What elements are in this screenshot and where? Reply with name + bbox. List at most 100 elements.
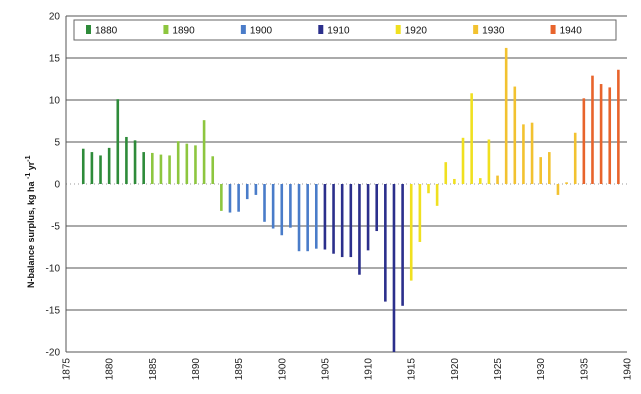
- bar: [504, 47, 508, 184]
- legend-swatch: [86, 25, 91, 34]
- legend-label: 1900: [250, 26, 273, 37]
- bar: [582, 98, 586, 184]
- bar: [358, 184, 361, 275]
- y-tick-labels: 20 15 10 5 0 -5 -10 -15 -20: [46, 12, 61, 359]
- bar: [151, 152, 154, 184]
- bar: [349, 184, 353, 258]
- grid-lines: [65, 15, 627, 353]
- bar: [435, 184, 439, 206]
- bar: [237, 184, 240, 212]
- bar: [228, 184, 232, 213]
- y-tick-label: -20: [46, 348, 61, 359]
- legend-label: 1930: [482, 26, 505, 37]
- bar: [211, 156, 215, 184]
- bar: [90, 152, 94, 184]
- bar: [375, 184, 379, 232]
- x-tick-label: 1940: [623, 358, 634, 381]
- bar: [107, 147, 111, 184]
- bar: [297, 184, 301, 252]
- legend-label: 1910: [327, 26, 350, 37]
- y-tick-label: 15: [49, 54, 61, 65]
- y-tick-label: 20: [49, 12, 61, 23]
- bar: [366, 184, 370, 251]
- y-axis-label: N-balance surplus, kg ha -1 yr-1: [25, 155, 36, 288]
- bar: [496, 175, 499, 184]
- bar: [513, 86, 517, 184]
- x-tick-label: 1875: [62, 358, 73, 381]
- legend-label: 1920: [405, 26, 428, 37]
- bars-group: [81, 47, 620, 352]
- bar: [608, 87, 612, 184]
- legend-label: 1880: [95, 26, 118, 37]
- bar: [323, 184, 327, 250]
- bar: [81, 148, 85, 184]
- bar: [392, 184, 396, 352]
- bar: [306, 184, 309, 252]
- legend-swatch: [318, 25, 324, 34]
- y-tick-label: 10: [49, 96, 61, 107]
- legend-label: 1940: [560, 26, 583, 37]
- x-tick-label: 1880: [105, 358, 116, 381]
- bar: [220, 184, 223, 211]
- bar: [573, 132, 577, 184]
- bar: [280, 184, 284, 236]
- bar: [194, 145, 197, 184]
- bar: [453, 178, 456, 184]
- bar: [116, 99, 120, 184]
- legend-swatch: [550, 25, 556, 34]
- bar: [478, 178, 482, 184]
- bar: [340, 184, 344, 258]
- legend-label: 1890: [172, 26, 195, 37]
- bar: [617, 69, 620, 184]
- legend-swatch: [395, 25, 401, 34]
- y-tick-label: -10: [46, 264, 61, 275]
- bar: [133, 140, 137, 184]
- bar: [271, 184, 275, 229]
- legend-box: [73, 19, 617, 41]
- bar: [384, 184, 387, 302]
- bar: [263, 184, 266, 222]
- bar: [202, 120, 206, 184]
- bar: [409, 184, 413, 281]
- x-tick-label: 1920: [450, 358, 461, 381]
- bar: [539, 157, 542, 184]
- bar: [599, 84, 603, 184]
- y-tick-label: -15: [46, 306, 61, 317]
- x-tick-label: 1925: [493, 358, 504, 381]
- legend: 1880 1890 1900 1910 1920 1930 1940: [73, 19, 617, 41]
- bar: [487, 139, 491, 184]
- bar: [444, 162, 448, 184]
- x-tick-label: 1895: [234, 358, 245, 381]
- bar: [125, 136, 128, 184]
- x-tick-label: 1885: [148, 358, 159, 381]
- bar: [185, 143, 189, 184]
- legend-swatch: [473, 25, 479, 34]
- bar: [548, 152, 551, 184]
- bar: [99, 155, 102, 184]
- bar: [556, 184, 560, 195]
- bar: [565, 182, 568, 184]
- bar: [530, 122, 534, 184]
- bar: [254, 184, 258, 195]
- bar: [427, 184, 430, 194]
- bar: [522, 124, 525, 184]
- x-tick-label: 1900: [277, 358, 288, 381]
- bar: [289, 184, 292, 228]
- y-tick-label: -5: [51, 222, 60, 233]
- legend-swatch: [163, 25, 169, 34]
- bar: [591, 75, 594, 184]
- x-tick-label: 1915: [407, 358, 418, 381]
- y-tick-label: 5: [54, 138, 60, 149]
- bar: [314, 184, 318, 249]
- x-tick-label: 1905: [320, 358, 331, 381]
- bar: [168, 155, 171, 184]
- bar: [159, 154, 163, 184]
- bar: [418, 184, 422, 242]
- bar: [142, 152, 145, 184]
- bar: [461, 137, 465, 184]
- legend-swatch: [240, 25, 246, 34]
- x-tick-labels: 1875 1880 1885 1890 1895 1900 1905 1910 1915 1920…: [62, 358, 634, 381]
- y-tick-label: 0: [54, 180, 60, 191]
- bar: [176, 141, 180, 184]
